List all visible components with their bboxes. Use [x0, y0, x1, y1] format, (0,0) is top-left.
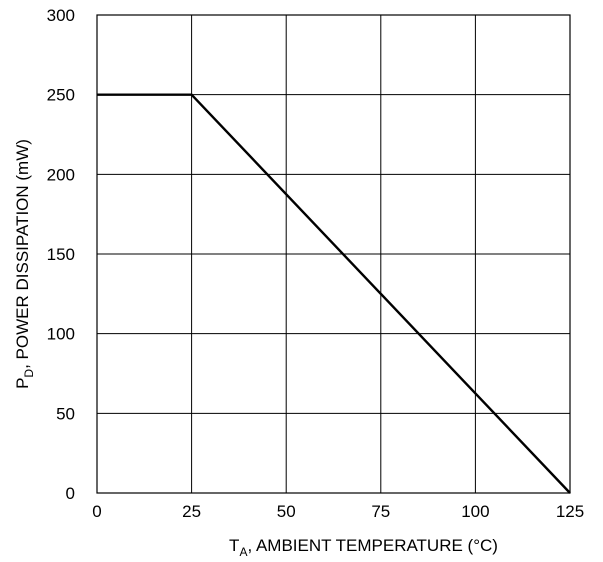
x-tick-label-75: 75 [371, 502, 390, 521]
series-layer [97, 93, 571, 494]
x-axis-title-sub: A [239, 545, 247, 559]
plot-frame [96, 14, 571, 494]
y-tick-label-150: 150 [47, 245, 75, 264]
x-tick-label-50: 50 [277, 502, 296, 521]
x-axis-title-rest: , AMBIENT TEMPERATURE (°C) [247, 536, 498, 555]
y-tick-label-300: 300 [47, 6, 75, 25]
x-axis-title: TA, AMBIENT TEMPERATURE (°C) [229, 536, 498, 559]
x-axis-title-main: T [229, 536, 239, 555]
y-tick-label-0: 0 [66, 484, 75, 503]
x-tick-label-125: 125 [556, 502, 584, 521]
x-tick-labels: 0 25 50 75 100 125 [92, 502, 584, 521]
x-tick-label-100: 100 [461, 502, 489, 521]
derating-curve-0 [97, 93, 571, 494]
y-axis-title-sub: D [22, 369, 36, 378]
y-tick-label-100: 100 [47, 325, 75, 344]
x-tick-label-0: 0 [92, 502, 101, 521]
y-axis-title-rest: , POWER DISSIPATION (mW) [13, 139, 32, 369]
grid-lines [96, 14, 571, 494]
y-tick-label-200: 200 [47, 165, 75, 184]
y-axis-title-main: P [13, 378, 32, 389]
y-axis-title: PD, POWER DISSIPATION (mW) [13, 139, 36, 389]
y-tick-label-50: 50 [56, 404, 75, 423]
x-tick-label-25: 25 [182, 502, 201, 521]
y-tick-label-250: 250 [47, 86, 75, 105]
y-tick-labels: 0 50 100 150 200 250 300 [47, 6, 75, 503]
